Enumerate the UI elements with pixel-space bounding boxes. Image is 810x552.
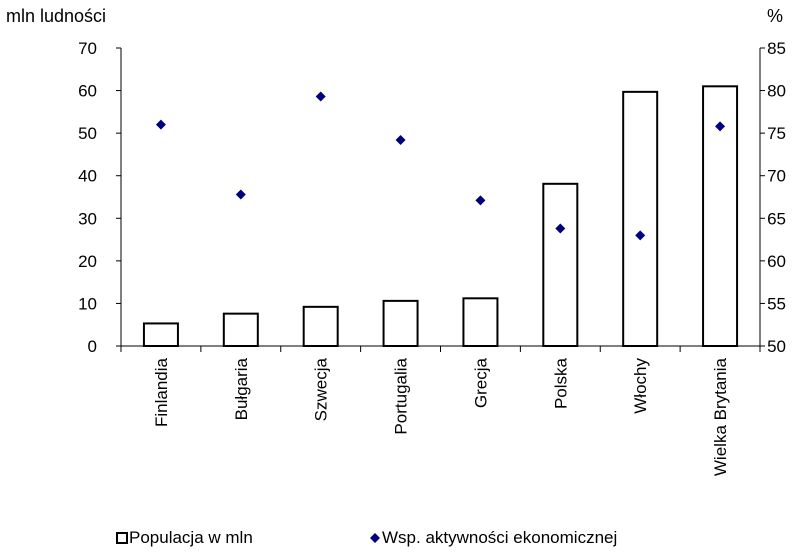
category-label: Włochy [631,358,650,414]
category-label: Grecja [471,357,490,408]
tick-label-left: 10 [78,294,97,313]
tick-label-left: 0 [88,337,97,356]
plot-area: 0 10 20 30 40 50 60 70 50 55 60 65 70 75 80 85 Finlandia… [78,39,786,476]
left-axis-title: mln ludności [6,6,106,26]
marker-point [555,223,566,234]
marker-point [235,189,246,200]
legend-label-bar: Populacja w mln [129,528,253,547]
legend-swatch-bar [116,532,128,544]
tick-label-right: 80 [767,82,786,101]
bar [222,312,259,348]
tick-label-left: 40 [78,167,97,186]
tick-label-left: 70 [78,39,97,58]
marker-point [315,91,326,102]
bar [622,90,659,347]
legend-swatch-marker [370,533,380,543]
bar [302,305,339,348]
category-label: Polska [551,357,570,409]
category-label: Wielka Brytania [711,357,730,476]
tick-label-right: 55 [767,294,786,313]
right-axis-title: % [767,6,783,26]
bar [382,299,419,348]
tick-label-left: 30 [78,209,97,228]
marker-point [475,195,486,206]
marker-point [715,121,726,132]
category-label: Bułgaria [232,357,251,420]
tick-label-right: 75 [767,124,786,143]
tick-label-right: 50 [767,337,786,356]
bar [142,322,179,347]
legend-label-marker: Wsp. aktywności ekonomicznej [382,528,617,547]
tick-label-right: 70 [767,167,786,186]
legend: Populacja w mln Wsp. aktywności ekonomicz… [116,528,617,547]
tick-label-left: 20 [78,252,97,271]
bar [542,182,579,347]
tick-label-left: 50 [78,124,97,143]
tick-label-right: 85 [767,39,786,58]
marker-point [155,119,166,130]
tick-label-right: 65 [767,209,786,228]
bar [462,297,499,348]
category-label: Finlandia [152,357,171,427]
tick-label-right: 60 [767,252,786,271]
category-label: Portugalia [392,357,411,434]
marker-point [635,230,646,241]
tick-label-left: 60 [78,82,97,101]
category-label: Szwecja [312,357,331,421]
marker-point [395,134,406,145]
